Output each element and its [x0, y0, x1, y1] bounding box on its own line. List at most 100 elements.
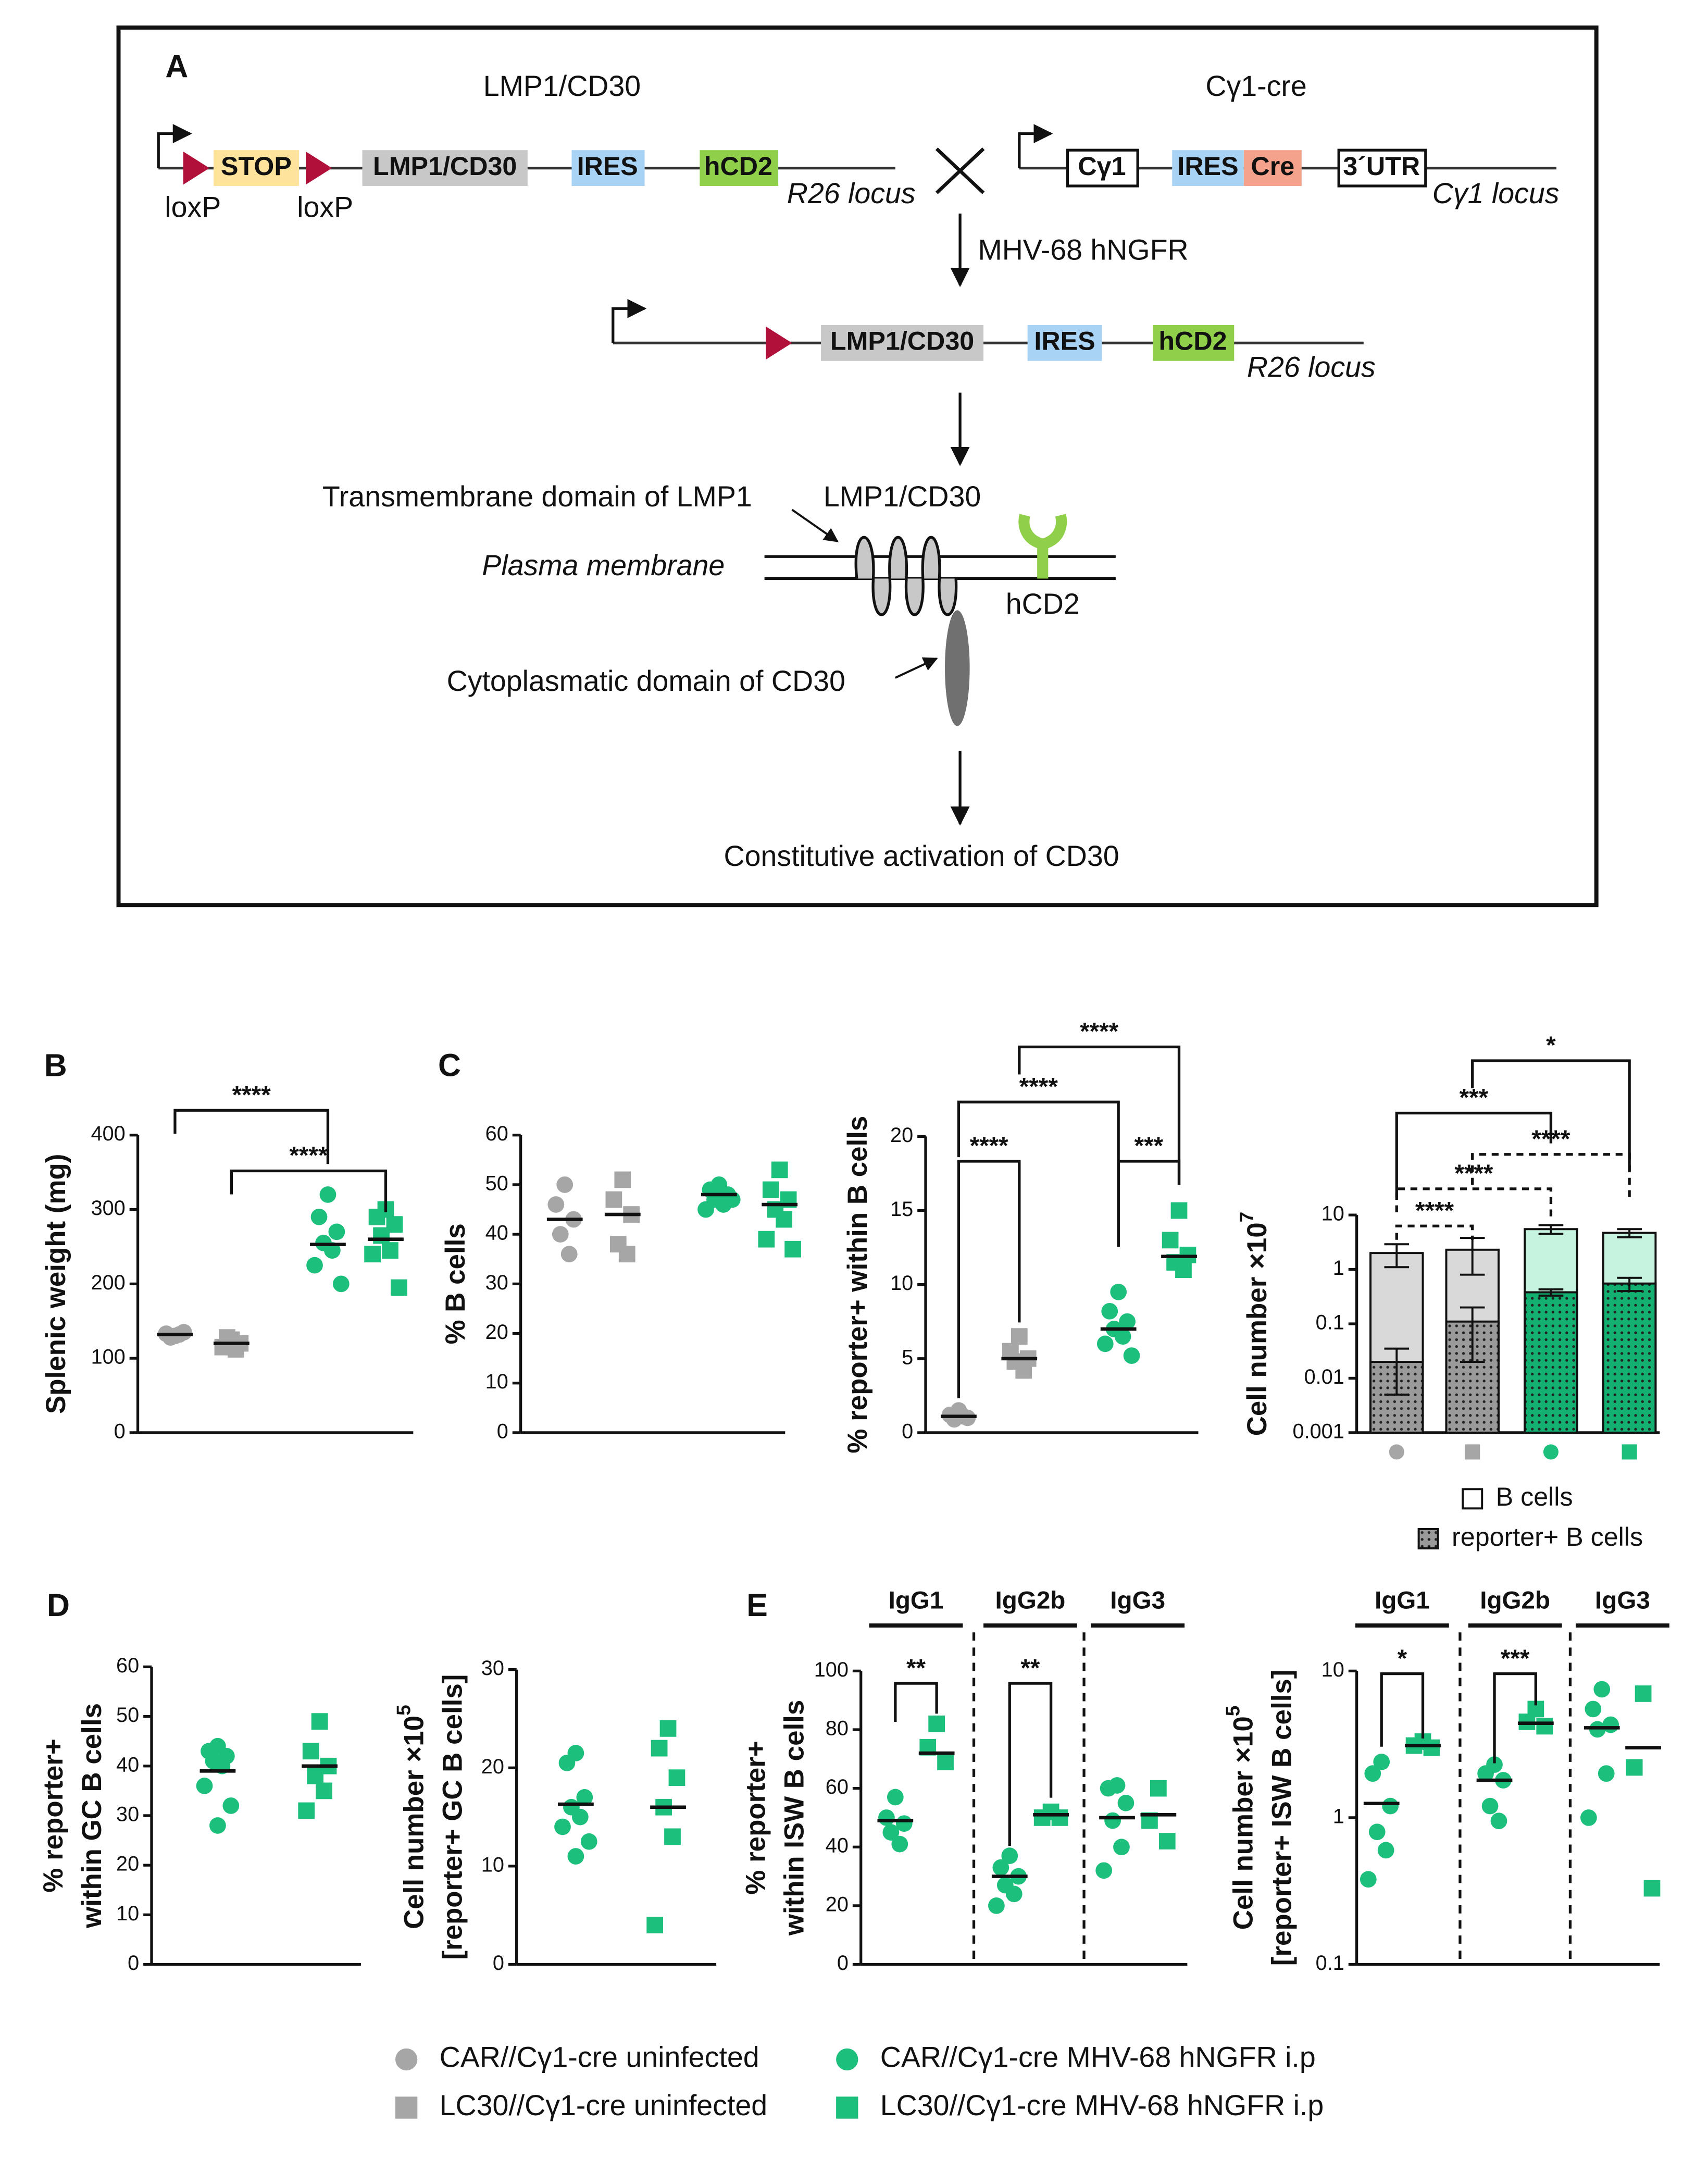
loxp-label: loxP: [297, 191, 353, 224]
marker: [1477, 1765, 1494, 1782]
protein-label: Plasma membrane: [482, 549, 725, 581]
y-tick-label: 80: [826, 1717, 849, 1740]
marker: [1635, 1685, 1652, 1702]
marker: [302, 1743, 319, 1760]
y-tick-label: 300: [91, 1197, 126, 1220]
utr-box: [1337, 148, 1427, 188]
y-axis-label-text: within GC B cells: [77, 1703, 107, 1929]
y-axis-label-text: % B cells: [440, 1223, 471, 1344]
y-axis-label: within ISW B cells: [779, 1700, 809, 1936]
y-tick-label: 10: [890, 1272, 913, 1295]
y-tick-label: 0.01: [1304, 1365, 1344, 1388]
y-axis-label-text: % reporter+: [38, 1739, 69, 1892]
pointer: [791, 508, 839, 542]
significance-bracket: [894, 1682, 938, 1722]
significance-bracket: [1471, 1059, 1631, 1171]
marker: [316, 1782, 332, 1799]
legend-label: B cells: [1496, 1482, 1573, 1511]
y-tick-label: 20: [826, 1893, 849, 1916]
construct-title: Cγ1-cre: [1205, 70, 1306, 102]
locus-label: R26 locus: [787, 177, 916, 209]
marker: [937, 1754, 954, 1770]
y-axis-label: Splenic weight (mg): [41, 1154, 71, 1414]
y-tick-label: 0: [497, 1420, 508, 1443]
reporter-box: [700, 150, 779, 186]
legend-label: CAR//Cγ1-cre uninfected: [440, 2041, 759, 2074]
box-label: 3´UTR: [1343, 152, 1420, 181]
significance-bracket: [957, 1100, 1120, 1247]
panel-label: A: [165, 48, 188, 84]
y-tick-label: 20: [116, 1853, 139, 1876]
locus-label: R26 locus: [1247, 351, 1376, 383]
marker: [1001, 1847, 1018, 1865]
significance-bracket: [230, 1169, 388, 1212]
stop-box: [213, 150, 299, 186]
protein-label: Transmembrane domain of LMP1: [322, 480, 752, 513]
significance-label: ****: [232, 1081, 271, 1109]
y-axis-label-sup: 7: [1236, 1212, 1257, 1223]
promoter: [157, 123, 192, 168]
ires-box: [1027, 325, 1102, 361]
y-tick-label: 200: [91, 1271, 126, 1294]
marker: [311, 1713, 328, 1730]
marker: [605, 1191, 622, 1208]
marker: [1101, 1302, 1118, 1320]
gene-box: [821, 325, 984, 361]
marker: [391, 1279, 407, 1296]
gene-box: [1066, 148, 1139, 188]
category-label: IgG3: [1595, 1587, 1650, 1615]
marker: [1481, 1797, 1499, 1815]
marker: [1150, 1780, 1167, 1797]
y-tick-label: 0.1: [1316, 1952, 1344, 1975]
marker: [1382, 1797, 1399, 1815]
y-tick-label: 1: [1333, 1805, 1344, 1828]
marker: [1368, 1823, 1386, 1841]
marker: [547, 1196, 565, 1213]
marker: [554, 1818, 571, 1835]
marker: [1465, 1444, 1480, 1460]
marker: [571, 1808, 589, 1826]
box-label: Cγ1: [1078, 152, 1126, 181]
marker: [324, 1242, 341, 1259]
marker: [1033, 1809, 1051, 1826]
significance-label: ****: [289, 1142, 328, 1170]
legend-label: LC30//Cγ1-cre uninfected: [440, 2089, 768, 2121]
marker: [1113, 1839, 1130, 1856]
significance-bracket: [1395, 1111, 1553, 1199]
marker: [771, 1161, 788, 1178]
y-axis-label-text: Splenic weight (mg): [41, 1154, 71, 1414]
marker: [298, 1802, 315, 1819]
category-label: IgG2b: [995, 1587, 1066, 1615]
marker: [1011, 1328, 1028, 1345]
marker: [1119, 1313, 1136, 1330]
y-axis-label: % reporter+: [740, 1741, 771, 1894]
marker: [1095, 1862, 1113, 1879]
marker: [762, 1181, 779, 1198]
y-tick-label: 1: [1333, 1257, 1344, 1280]
significance-label: **: [1020, 1654, 1040, 1682]
marker: [576, 1789, 593, 1806]
marker: [310, 1208, 328, 1225]
marker: [651, 1740, 668, 1757]
legend-marker: [836, 2048, 858, 2071]
significance-label: *: [1546, 1032, 1556, 1059]
legend-label: LC30//Cγ1-cre MHV-68 hNGFR i.p: [880, 2089, 1324, 2121]
significance-bracket: [1008, 1682, 1053, 1846]
y-tick-label: 0.1: [1316, 1311, 1344, 1334]
marker: [776, 1211, 793, 1228]
significance-label: ***: [1501, 1645, 1530, 1672]
y-tick-label: 30: [116, 1803, 139, 1826]
loxp: [183, 151, 210, 185]
significance-bracket: [1380, 1672, 1425, 1747]
loxp: [306, 151, 332, 185]
marker: [222, 1797, 240, 1814]
promoter: [612, 299, 647, 343]
marker: [1104, 1812, 1121, 1829]
loxp-label: loxP: [165, 191, 221, 224]
lmp1-tm: [854, 536, 958, 616]
panel-a: A LMP1/CD30 Cγ1-cre STOP LMP1/CD30 IRES …: [116, 25, 1599, 908]
y-tick-label: 20: [890, 1124, 913, 1147]
hcd2-receptor: [1018, 514, 1067, 579]
marker: [988, 1897, 1005, 1914]
protein-label: Cytoplasmatic domain of CD30: [447, 665, 845, 697]
